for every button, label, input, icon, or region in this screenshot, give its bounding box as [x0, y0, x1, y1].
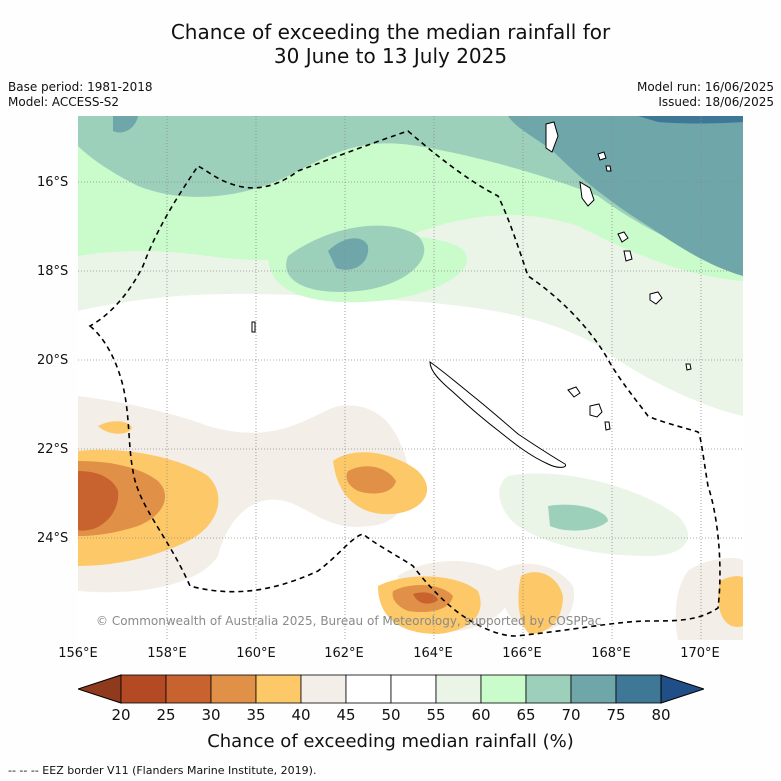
zone-25-30-b	[413, 592, 438, 604]
zone-35-40-d	[518, 572, 563, 634]
lat-label-18s: 18°S	[37, 264, 69, 279]
colorbar-tick-label: 25	[156, 706, 176, 724]
colorbar-tick-label: 40	[291, 706, 311, 724]
lon-label-160e: 160°E	[236, 646, 276, 661]
colorbar-tick-label: 65	[516, 706, 536, 724]
vanuatu-espiritu-santo	[545, 121, 559, 153]
lon-label-164e: 164°E	[413, 646, 453, 661]
colorbar-under-arrow	[78, 674, 122, 704]
colorbar-tick-label: 45	[336, 706, 356, 724]
loyalty-island-1	[567, 386, 581, 398]
colorbar-tick-label: 80	[651, 706, 671, 724]
lon-label-156e: 156°E	[58, 646, 98, 661]
base-period: Base period: 1981-2018	[8, 80, 153, 94]
model-name: Model: ACCESS-S2	[8, 95, 120, 109]
lat-label-16s: 16°S	[37, 175, 69, 190]
colorbar-segment	[345, 674, 392, 704]
lon-label-162e: 162°E	[324, 646, 364, 661]
vanuatu-malekula	[579, 181, 595, 207]
colorbar-segment	[210, 674, 257, 704]
zone-70-75	[508, 116, 743, 276]
lon-label-158e: 158°E	[147, 646, 187, 661]
colorbar	[78, 674, 704, 704]
vanuatu-efate	[617, 231, 629, 243]
map-title: Chance of exceeding the median rainfall …	[0, 20, 781, 68]
lon-label-166e: 166°E	[502, 646, 542, 661]
zone-35-40-e	[718, 576, 743, 627]
eez-border	[88, 130, 721, 637]
colorbar-segment	[570, 674, 617, 704]
zone-25-30	[78, 471, 119, 531]
colorbar-segment	[300, 674, 347, 704]
map-panel	[78, 116, 743, 640]
colorbar-segment	[480, 674, 527, 704]
zone-30-35-b	[346, 466, 396, 494]
eez-legend-note: -- -- -- EEZ border V11 (Flanders Marine…	[8, 764, 317, 777]
colorbar-tick-label: 50	[381, 706, 401, 724]
zone-65-70-south	[548, 504, 608, 531]
rainfall-map	[78, 116, 743, 640]
run-info: Model run: 16/06/2025 Issued: 18/06/2025	[637, 80, 774, 110]
colorbar-segment	[255, 674, 302, 704]
zone-70-75-b	[328, 238, 369, 270]
colorbar-tick-label: 35	[246, 706, 266, 724]
lon-label-170e: 170°E	[680, 646, 720, 661]
vanuatu-tanna	[623, 250, 633, 262]
zone-70-75-c	[113, 116, 138, 133]
colorbar-segment	[390, 674, 437, 704]
lat-label-22s: 22°S	[37, 442, 69, 457]
colorbar-tick-label: 75	[606, 706, 626, 724]
colorbar-title: Chance of exceeding median rainfall (%)	[207, 731, 574, 752]
colorbar-segment	[120, 674, 167, 704]
colorbar-segment	[435, 674, 482, 704]
colorbar-segment	[525, 674, 572, 704]
colorbar-tick-label: 55	[426, 706, 446, 724]
loyalty-island-3	[604, 421, 611, 431]
colorbar-segment	[165, 674, 212, 704]
colorbar-segment	[615, 674, 662, 704]
copyright-notice: © Commonwealth of Australia 2025, Bureau…	[96, 614, 602, 628]
model-run: Model run: 16/06/2025	[636, 80, 774, 94]
small-island-west	[251, 321, 256, 333]
zone-35-40-f	[98, 421, 132, 434]
graticule	[78, 116, 743, 640]
colorbar-over-arrow	[660, 674, 704, 704]
colorbar-tick-label: 60	[471, 706, 491, 724]
lat-label-20s: 20°S	[37, 353, 69, 368]
matthew-hunter-islands	[649, 291, 663, 305]
lat-label-24s: 24°S	[37, 531, 69, 546]
colorbar-tick-label: 30	[201, 706, 221, 724]
title-line-1: Chance of exceeding the median rainfall …	[170, 20, 611, 44]
lon-label-168e: 168°E	[591, 646, 631, 661]
small-island-east	[685, 363, 692, 371]
colorbar-tick-label: 70	[561, 706, 581, 724]
colorbar-tick-label: 20	[111, 706, 131, 724]
issued-date: Issued: 18/06/2025	[658, 95, 774, 109]
new-caledonia-island	[429, 361, 567, 468]
zone-75-80	[638, 116, 743, 124]
vanuatu-north-islands	[597, 151, 612, 172]
loyalty-island-2	[589, 403, 603, 418]
title-line-2: 30 June to 13 July 2025	[273, 44, 508, 68]
model-info: Base period: 1981-2018 Model: ACCESS-S2	[8, 80, 153, 110]
